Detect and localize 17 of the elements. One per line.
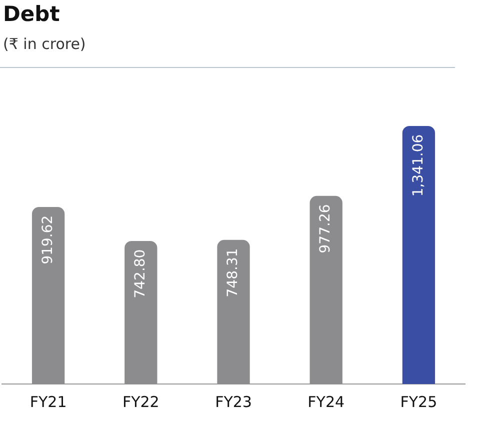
chart-subtitle: (₹ in crore): [3, 35, 86, 53]
chart-title: Debt: [3, 2, 60, 26]
data-label: 1,341.06: [410, 134, 426, 197]
x-tick-label: FY24: [308, 392, 345, 411]
data-label: 919.62: [40, 215, 56, 264]
bar: [310, 196, 342, 384]
x-tick-label: FY21: [30, 392, 67, 411]
data-label: 977.26: [318, 204, 334, 254]
bar: [32, 206, 65, 384]
bar: [217, 240, 250, 384]
x-tick-label: FY23: [215, 392, 252, 411]
bar: [124, 240, 158, 384]
data-label: 742.80: [132, 249, 149, 298]
x-tick-label: FY25: [400, 392, 438, 411]
data-label: 748.31: [225, 248, 242, 298]
x-tick-label: FY22: [122, 392, 160, 411]
bar: [402, 126, 436, 384]
